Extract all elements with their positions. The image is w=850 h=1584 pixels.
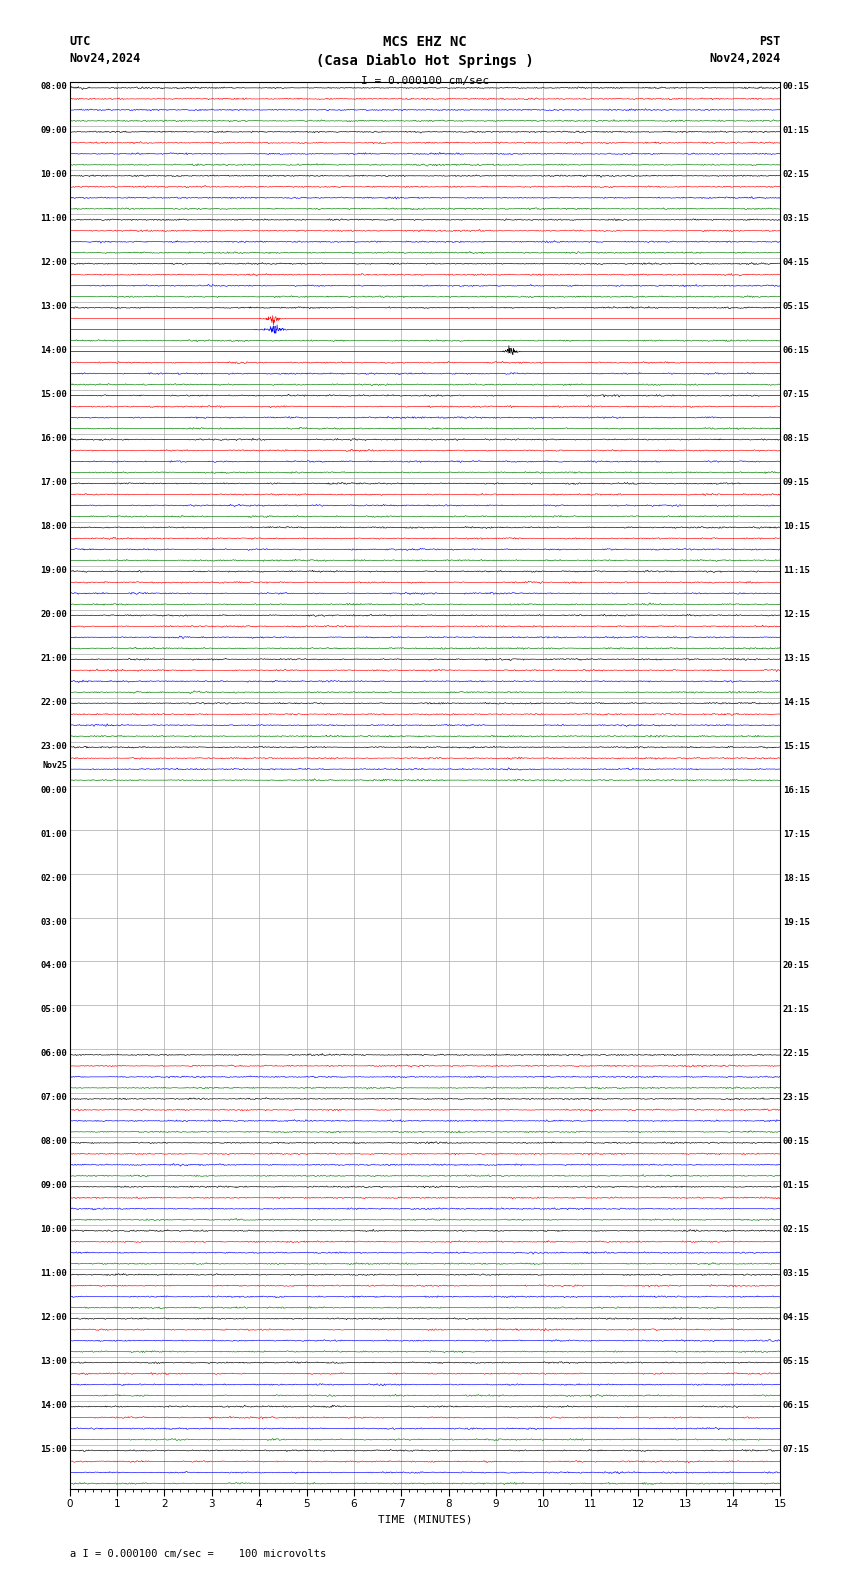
Text: 22:15: 22:15 [783,1050,810,1058]
Text: 07:00: 07:00 [40,1093,67,1102]
Text: 14:00: 14:00 [40,347,67,355]
Text: 05:15: 05:15 [783,1357,810,1365]
Text: 11:15: 11:15 [783,565,810,575]
Text: 06:15: 06:15 [783,1400,810,1410]
Text: a I = 0.000100 cm/sec =    100 microvolts: a I = 0.000100 cm/sec = 100 microvolts [70,1549,326,1559]
Text: 19:00: 19:00 [40,565,67,575]
Text: 00:15: 00:15 [783,1137,810,1147]
Text: MCS EHZ NC: MCS EHZ NC [383,35,467,49]
Text: UTC: UTC [70,35,91,48]
Text: 01:00: 01:00 [40,830,67,838]
Text: 12:00: 12:00 [40,258,67,268]
Text: 10:00: 10:00 [40,171,67,179]
Text: Nov24,2024: Nov24,2024 [709,52,780,65]
Text: 13:15: 13:15 [783,654,810,662]
Text: 18:00: 18:00 [40,523,67,531]
Text: 00:15: 00:15 [783,82,810,92]
Text: 09:15: 09:15 [783,478,810,486]
Text: 01:15: 01:15 [783,1182,810,1190]
Text: 05:15: 05:15 [783,303,810,310]
X-axis label: TIME (MINUTES): TIME (MINUTES) [377,1514,473,1524]
Text: 12:15: 12:15 [783,610,810,619]
Text: 02:15: 02:15 [783,171,810,179]
Text: 21:15: 21:15 [783,1006,810,1014]
Text: (Casa Diablo Hot Springs ): (Casa Diablo Hot Springs ) [316,54,534,68]
Text: 01:15: 01:15 [783,127,810,135]
Text: 04:00: 04:00 [40,961,67,971]
Text: 13:00: 13:00 [40,1357,67,1365]
Text: 23:00: 23:00 [40,741,67,751]
Text: 12:00: 12:00 [40,1313,67,1323]
Text: 21:00: 21:00 [40,654,67,662]
Text: 18:15: 18:15 [783,874,810,882]
Text: 00:00: 00:00 [40,786,67,795]
Text: 04:15: 04:15 [783,258,810,268]
Text: 08:15: 08:15 [783,434,810,444]
Text: 15:00: 15:00 [40,1445,67,1454]
Text: 14:00: 14:00 [40,1400,67,1410]
Text: Nov25: Nov25 [42,760,67,770]
Text: Nov24,2024: Nov24,2024 [70,52,141,65]
Text: 08:00: 08:00 [40,82,67,92]
Text: I = 0.000100 cm/sec: I = 0.000100 cm/sec [361,76,489,86]
Text: 06:00: 06:00 [40,1050,67,1058]
Text: 03:00: 03:00 [40,917,67,927]
Text: 15:15: 15:15 [783,741,810,751]
Text: 10:00: 10:00 [40,1226,67,1234]
Text: 22:00: 22:00 [40,699,67,706]
Text: 05:00: 05:00 [40,1006,67,1014]
Text: 16:15: 16:15 [783,786,810,795]
Text: 07:15: 07:15 [783,1445,810,1454]
Text: 15:00: 15:00 [40,390,67,399]
Text: 08:00: 08:00 [40,1137,67,1147]
Text: 03:15: 03:15 [783,214,810,223]
Text: 03:15: 03:15 [783,1269,810,1278]
Text: 11:00: 11:00 [40,1269,67,1278]
Text: 11:00: 11:00 [40,214,67,223]
Text: 17:00: 17:00 [40,478,67,486]
Text: 16:00: 16:00 [40,434,67,444]
Text: 02:15: 02:15 [783,1226,810,1234]
Text: 13:00: 13:00 [40,303,67,310]
Text: 14:15: 14:15 [783,699,810,706]
Text: 10:15: 10:15 [783,523,810,531]
Text: 09:00: 09:00 [40,1182,67,1190]
Text: 06:15: 06:15 [783,347,810,355]
Text: 07:15: 07:15 [783,390,810,399]
Text: PST: PST [759,35,780,48]
Text: 17:15: 17:15 [783,830,810,838]
Text: 02:00: 02:00 [40,874,67,882]
Text: 09:00: 09:00 [40,127,67,135]
Text: 23:15: 23:15 [783,1093,810,1102]
Text: 04:15: 04:15 [783,1313,810,1323]
Text: 19:15: 19:15 [783,917,810,927]
Text: 20:15: 20:15 [783,961,810,971]
Text: 20:00: 20:00 [40,610,67,619]
